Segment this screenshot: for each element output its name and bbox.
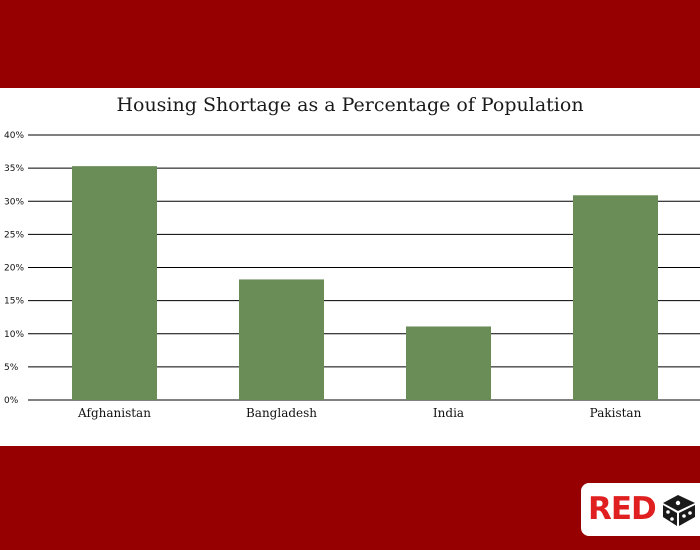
y-tick-label: 30%	[4, 197, 24, 207]
bar	[72, 166, 157, 400]
y-tick-label: 25%	[4, 230, 24, 240]
y-tick-label: 40%	[4, 131, 24, 141]
chart-title: Housing Shortage as a Percentage of Popu…	[116, 94, 584, 116]
cube-icon	[663, 495, 695, 526]
brand-logo: RED	[581, 483, 700, 536]
x-tick-label: Pakistan	[590, 406, 642, 420]
x-tick-label: Bangladesh	[246, 406, 317, 420]
x-tick-label: India	[433, 406, 464, 420]
logo-text: RED	[588, 491, 657, 527]
y-tick-label: 10%	[4, 330, 24, 340]
y-tick-label: 15%	[4, 297, 24, 307]
bar	[406, 326, 491, 400]
y-tick-label: 0%	[4, 396, 19, 406]
bar	[239, 279, 324, 400]
y-tick-label: 20%	[4, 264, 24, 274]
x-tick-label: Afghanistan	[77, 406, 151, 420]
y-tick-label: 5%	[4, 363, 19, 373]
bar	[573, 195, 658, 400]
y-tick-label: 35%	[4, 164, 24, 174]
